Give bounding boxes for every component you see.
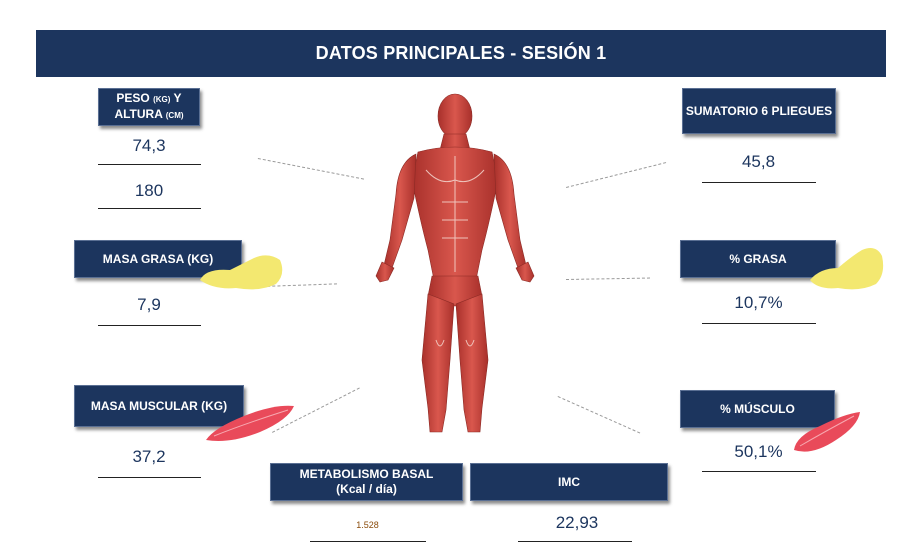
muscle-icon (794, 412, 860, 452)
fat-icon (200, 255, 283, 290)
peso-label-text: PESO (116, 91, 154, 105)
altura-label-line: ALTURA (CM) (114, 107, 183, 123)
peso-underline (98, 164, 201, 165)
anatomy-figure-icon (375, 93, 535, 433)
metabolismo-value: 1.528 (356, 520, 379, 530)
masa-grasa-value: 7,9 (137, 295, 161, 314)
sumatorio-underline (702, 182, 816, 183)
grasa-pct-underline (702, 323, 816, 324)
guide-line (566, 162, 667, 188)
masa-grasa-underline (98, 325, 201, 326)
masa-muscular-value: 37,2 (132, 447, 166, 466)
metabolismo-label-line2: (Kcal / día) (336, 482, 397, 496)
masa-muscular-label: MASA MUSCULAR (KG) (74, 385, 244, 427)
imc-label: IMC (470, 463, 668, 501)
peso-label-line: PESO (KG) Y (116, 91, 181, 107)
masa-muscular-underline (98, 477, 201, 478)
page-title: DATOS PRINCIPALES - SESIÓN 1 (36, 30, 886, 77)
masa-grasa-label: MASA GRASA (KG) (74, 240, 242, 278)
altura-unit-text: (CM) (165, 111, 184, 120)
grasa-pct-label: % GRASA (680, 240, 836, 278)
sumatorio-label: SUMATORIO 6 PLIEGUES (682, 88, 836, 134)
peso-unit-text: (KG) (153, 95, 171, 104)
imc-underline (518, 541, 632, 542)
peso-label-suffix: Y (170, 91, 182, 105)
altura-underline (98, 208, 201, 209)
guide-line (566, 277, 651, 280)
metabolismo-label: METABOLISMO BASAL (Kcal / día) (270, 463, 463, 501)
page-title-text: DATOS PRINCIPALES - SESIÓN 1 (315, 43, 607, 63)
imc-value: 22,93 (555, 513, 599, 532)
musculo-pct-value: 50,1% (734, 442, 783, 461)
fat-icon (810, 248, 884, 290)
guide-line (257, 158, 365, 180)
altura-label-text: ALTURA (114, 107, 166, 121)
metabolismo-underline (310, 541, 426, 542)
sumatorio-value: 45,8 (741, 152, 776, 171)
muscle-icon (206, 405, 294, 441)
peso-altura-label: PESO (KG) Y ALTURA (CM) (98, 88, 200, 126)
musculo-pct-underline (702, 471, 816, 472)
peso-value: 74,3 (132, 136, 166, 155)
altura-value: 180 (134, 181, 164, 200)
metabolismo-label-line1: METABOLISMO BASAL (299, 467, 434, 481)
guide-line (557, 396, 641, 434)
musculo-pct-label: % MÚSCULO (680, 390, 835, 428)
grasa-pct-value: 10,7% (734, 293, 783, 312)
